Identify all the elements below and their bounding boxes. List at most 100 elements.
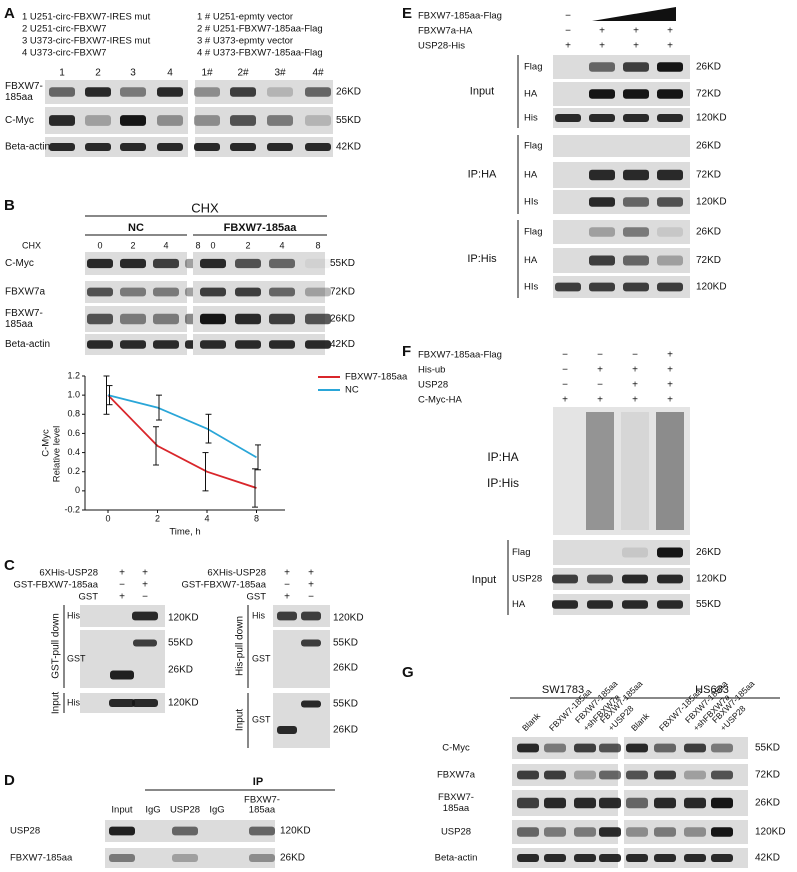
band xyxy=(517,827,539,837)
band xyxy=(589,282,615,292)
row-label: His xyxy=(67,697,80,707)
band xyxy=(267,115,293,126)
row-label: FBXW7-185aa xyxy=(10,853,73,864)
side-label: Input xyxy=(51,692,62,714)
y-axis-title: C-Myc xyxy=(41,429,52,457)
row-label: FBXW7a xyxy=(437,770,476,781)
band xyxy=(574,797,596,809)
band xyxy=(230,115,256,126)
band xyxy=(657,89,683,99)
lane-label: FBXW7- xyxy=(244,795,280,806)
panel-label: G xyxy=(402,664,414,681)
row-label: Flag xyxy=(524,141,542,152)
size-marker: 120KD xyxy=(755,827,786,838)
legend-text: 4 # U373-FBXW7-185aa-Flag xyxy=(197,48,323,59)
band xyxy=(87,287,113,297)
y-tick-label: 0.8 xyxy=(67,409,80,419)
x-axis-title: Time, h xyxy=(169,527,200,538)
size-marker: 120KD xyxy=(333,613,364,624)
band xyxy=(49,87,75,97)
size-marker: 55KD xyxy=(336,115,361,126)
band xyxy=(133,639,157,647)
condition-label: 6XHis-USP28 xyxy=(39,568,98,579)
band xyxy=(85,87,111,97)
y-tick-label: 0.4 xyxy=(67,447,80,457)
band xyxy=(49,143,75,151)
band xyxy=(589,227,615,237)
band xyxy=(544,797,566,809)
band xyxy=(109,826,135,836)
band xyxy=(517,770,539,780)
size-marker: 26KD xyxy=(280,853,305,864)
band xyxy=(544,854,566,862)
sign: − xyxy=(597,380,603,391)
band xyxy=(87,313,113,325)
sign: + xyxy=(599,26,605,37)
row-label: Beta-actin xyxy=(435,853,478,864)
band xyxy=(85,115,111,126)
size-marker: 72KD xyxy=(696,170,721,181)
band xyxy=(194,143,220,151)
band xyxy=(574,827,596,837)
row-label: Flag xyxy=(524,227,542,238)
lane-label: 2 xyxy=(130,240,135,250)
lane-label: 2# xyxy=(237,68,249,79)
lane-label: 4 xyxy=(163,240,168,250)
band xyxy=(657,197,683,207)
band xyxy=(87,258,113,269)
size-marker: 26KD xyxy=(696,62,721,73)
band xyxy=(200,287,226,297)
sign: − xyxy=(119,580,125,591)
legend-label: NC xyxy=(345,385,359,396)
x-tick-label: 8 xyxy=(254,513,259,523)
condition-label: GST-FBXW7-185aa xyxy=(14,580,99,591)
panel-label: B xyxy=(4,197,15,214)
band xyxy=(599,827,621,837)
sign: + xyxy=(142,568,148,579)
y-tick-label: 0.6 xyxy=(67,428,80,438)
band xyxy=(305,258,331,269)
sign: + xyxy=(119,592,125,603)
sign: + xyxy=(284,592,290,603)
size-marker: 120KD xyxy=(696,197,727,208)
band xyxy=(711,797,733,809)
band xyxy=(711,854,733,862)
size-marker: 72KD xyxy=(696,255,721,266)
band xyxy=(269,258,295,269)
band xyxy=(574,854,596,862)
band xyxy=(684,743,706,753)
sign: − xyxy=(597,350,603,361)
y-tick-label: 1.2 xyxy=(67,370,80,380)
band xyxy=(654,827,676,837)
blot xyxy=(553,248,690,273)
band xyxy=(623,282,649,292)
lane-label: IgG xyxy=(209,805,224,816)
panel-label: E xyxy=(402,5,412,22)
band xyxy=(654,854,676,862)
condition-label: GST-FBXW7-185aa xyxy=(182,580,267,591)
row-label: USP28 xyxy=(512,574,542,585)
band xyxy=(230,87,256,97)
band xyxy=(589,197,615,207)
band xyxy=(301,611,321,621)
size-marker: 26KD xyxy=(333,725,358,736)
band xyxy=(267,143,293,151)
band xyxy=(589,255,615,266)
band xyxy=(654,770,676,780)
size-marker: 120KD xyxy=(696,282,727,293)
size-marker: 120KD xyxy=(696,574,727,585)
row-label: HA xyxy=(524,170,538,181)
row-label: 185aa xyxy=(5,92,33,103)
band xyxy=(517,854,539,862)
band xyxy=(555,114,581,122)
blot xyxy=(553,220,690,244)
band xyxy=(657,227,683,237)
band xyxy=(153,313,179,325)
sign: + xyxy=(632,395,638,406)
lane-label: 8 xyxy=(195,240,200,250)
band xyxy=(684,797,706,809)
lane-title: CHX xyxy=(22,240,41,250)
band xyxy=(711,770,733,780)
lane-label: USP28 xyxy=(170,805,200,816)
band xyxy=(684,770,706,780)
